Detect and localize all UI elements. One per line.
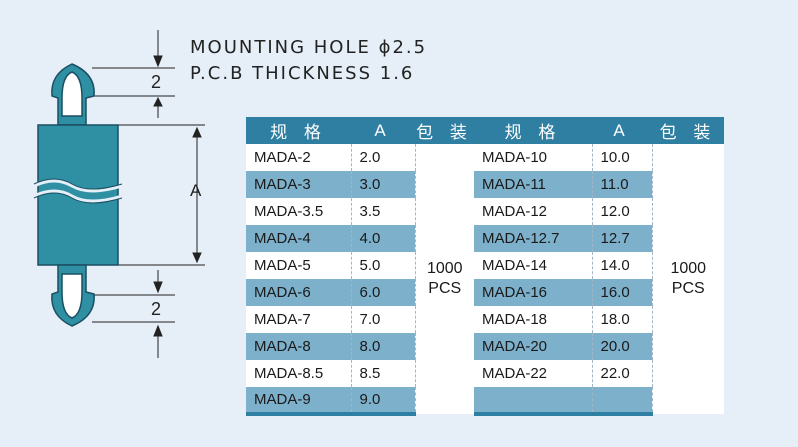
a-value-cell: 12.7 bbox=[592, 225, 653, 252]
spec-table-right: 规 格 A 包 装 MADA-10 10.0 1000 PCS MADA-11 11.0 M… bbox=[474, 117, 724, 416]
a-value-cell: 12.0 bbox=[592, 198, 653, 225]
a-value-cell: 14.0 bbox=[592, 252, 653, 279]
table-row: MADA-3 3.0 bbox=[246, 171, 474, 198]
model-cell: MADA-4 bbox=[246, 225, 352, 252]
a-value-cell: 22.0 bbox=[592, 360, 653, 387]
table-row: MADA-20 20.0 bbox=[474, 333, 724, 360]
table-row: MADA-11 11.0 bbox=[474, 171, 724, 198]
table-row: MADA-7 7.0 bbox=[246, 306, 474, 333]
packing-qty: 1000 bbox=[670, 260, 707, 277]
dim-a-label: A bbox=[190, 181, 202, 200]
model-cell: MADA-8.5 bbox=[246, 360, 352, 387]
a-value-cell: 8.0 bbox=[351, 333, 416, 360]
model-cell: MADA-14 bbox=[474, 252, 593, 279]
header-a: A bbox=[351, 117, 415, 144]
a-value-cell: 3.0 bbox=[351, 171, 416, 198]
model-cell: MADA-12.7 bbox=[474, 225, 593, 252]
break-outline bbox=[33, 178, 123, 204]
table-row: MADA-6 6.0 bbox=[246, 279, 474, 306]
table-row: MADA-5 5.0 bbox=[246, 252, 474, 279]
model-cell: MADA-8 bbox=[246, 333, 352, 360]
a-value-cell: 11.0 bbox=[592, 171, 653, 198]
a-value-cell: 20.0 bbox=[592, 333, 653, 360]
model-cell: MADA-6 bbox=[246, 279, 352, 306]
table-row: MADA-8.5 8.5 bbox=[246, 360, 474, 387]
model-cell: MADA-3.5 bbox=[246, 198, 352, 225]
header-packing: 包 装 bbox=[415, 117, 474, 144]
model-cell: MADA-22 bbox=[474, 360, 593, 387]
a-value-cell: 3.5 bbox=[351, 198, 416, 225]
a-value-cell: 10.0 bbox=[592, 144, 653, 171]
a-value-cell: 18.0 bbox=[592, 306, 653, 333]
table-header: 规 格 A 包 装 bbox=[246, 117, 474, 144]
a-value-cell bbox=[592, 387, 653, 416]
table-row: MADA-9 9.0 bbox=[246, 387, 474, 416]
a-value-cell: 2.0 bbox=[351, 144, 416, 171]
table-row: MADA-10 10.0 1000 PCS bbox=[474, 144, 724, 414]
table-row: MADA-22 22.0 bbox=[474, 360, 724, 387]
table-row: MADA-14 14.0 bbox=[474, 252, 724, 279]
model-cell bbox=[474, 387, 593, 416]
packing-cell: 1000 PCS bbox=[652, 144, 724, 414]
table-row: MADA-2 2.0 1000 PCS bbox=[246, 144, 474, 414]
header-model: 规 格 bbox=[474, 117, 592, 144]
model-cell: MADA-10 bbox=[474, 144, 593, 171]
table-row: MADA-16 16.0 bbox=[474, 279, 724, 306]
a-value-cell: 9.0 bbox=[351, 387, 416, 416]
dim-bottom-label: 2 bbox=[151, 299, 161, 319]
model-cell: MADA-18 bbox=[474, 306, 593, 333]
support-part bbox=[37, 63, 119, 327]
table-row: MADA-3.5 3.5 bbox=[246, 198, 474, 225]
packing-unit: PCS bbox=[671, 280, 705, 297]
packing-qty: 1000 bbox=[426, 260, 463, 277]
model-cell: MADA-3 bbox=[246, 171, 352, 198]
table-row bbox=[474, 387, 724, 416]
packing-cell: 1000 PCS bbox=[415, 144, 474, 414]
support-drawing: 2 A 2 bbox=[33, 30, 205, 358]
model-cell: MADA-9 bbox=[246, 387, 352, 416]
table-row: MADA-12.7 12.7 bbox=[474, 225, 724, 252]
dim-top-label: 2 bbox=[151, 72, 161, 92]
a-value-cell: 16.0 bbox=[592, 279, 653, 306]
table-row: MADA-4 4.0 bbox=[246, 225, 474, 252]
model-cell: MADA-5 bbox=[246, 252, 352, 279]
header-model: 规 格 bbox=[246, 117, 351, 144]
a-value-cell: 7.0 bbox=[351, 306, 416, 333]
spec-table-left: 规 格 A 包 装 MADA-2 2.0 1000 PCS MADA-3 3.0 MADA-… bbox=[246, 117, 474, 416]
a-value-cell: 8.5 bbox=[351, 360, 416, 387]
model-cell: MADA-16 bbox=[474, 279, 593, 306]
model-cell: MADA-12 bbox=[474, 198, 593, 225]
mounting-hole-spec: MOUNTING HOLE ϕ2.5 bbox=[190, 37, 428, 58]
break-lines bbox=[33, 179, 123, 203]
a-value-cell: 5.0 bbox=[351, 252, 416, 279]
a-value-cell: 6.0 bbox=[351, 279, 416, 306]
model-cell: MADA-7 bbox=[246, 306, 352, 333]
pcb-thickness-spec: P.C.B THICKNESS 1.6 bbox=[190, 63, 415, 84]
model-cell: MADA-11 bbox=[474, 171, 593, 198]
header-packing: 包 装 bbox=[652, 117, 724, 144]
model-cell: MADA-2 bbox=[246, 144, 352, 171]
packing-unit: PCS bbox=[428, 280, 462, 297]
table-row: MADA-18 18.0 bbox=[474, 306, 724, 333]
a-value-cell: 4.0 bbox=[351, 225, 416, 252]
table-row: MADA-8 8.0 bbox=[246, 333, 474, 360]
header-a: A bbox=[592, 117, 652, 144]
table-header: 规 格 A 包 装 bbox=[474, 117, 724, 144]
model-cell: MADA-20 bbox=[474, 333, 593, 360]
dimension-lines bbox=[92, 30, 205, 358]
table-row: MADA-12 12.0 bbox=[474, 198, 724, 225]
